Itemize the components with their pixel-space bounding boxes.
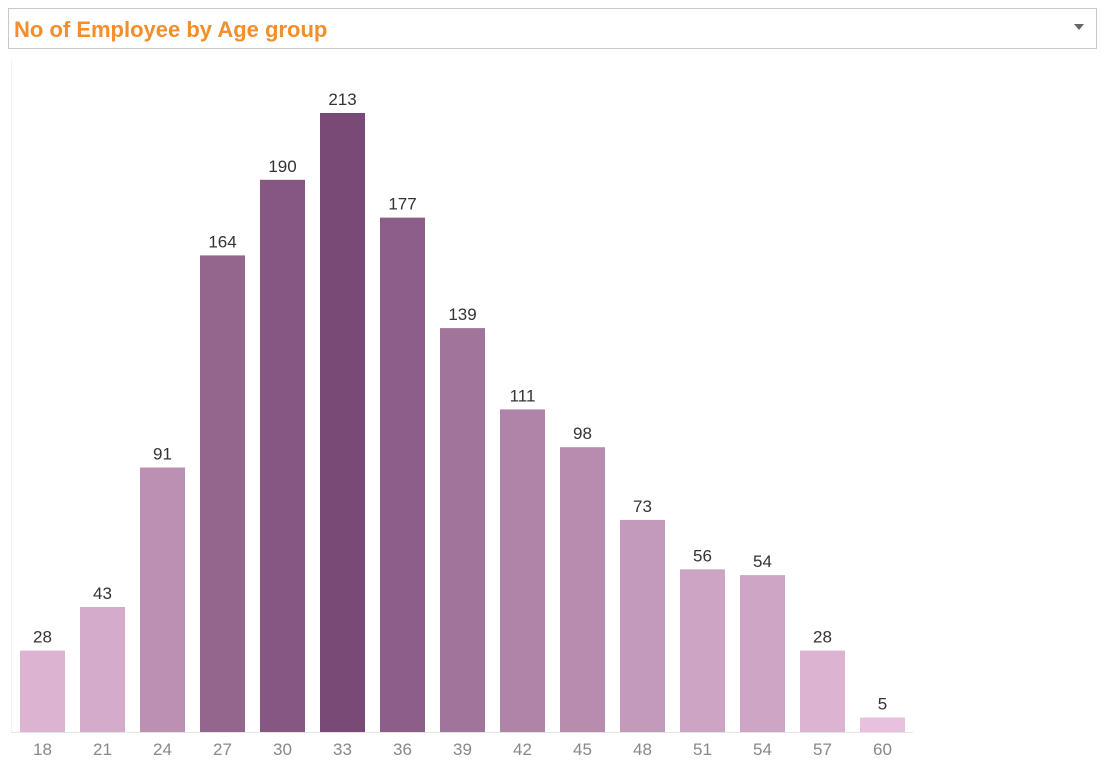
value-label-age-39: 139 [448,305,476,324]
value-label-age-24: 91 [153,445,172,464]
value-label-age-27: 164 [208,232,236,251]
value-label-age-57: 28 [813,628,832,647]
title-bar: No of Employee by Age group [8,8,1097,49]
x-tick-label-33: 33 [333,740,352,759]
value-label-age-51: 56 [693,546,712,565]
x-tick-label-60: 60 [873,740,892,759]
bar-age-48[interactable] [620,519,665,732]
bar-age-18[interactable] [20,650,65,732]
value-label-age-45: 98 [573,424,592,443]
x-tick-label-54: 54 [753,740,772,759]
bar-age-60[interactable] [860,717,905,733]
bar-age-45[interactable] [560,447,605,732]
x-tick-label-30: 30 [273,740,292,759]
value-label-age-21: 43 [93,584,112,603]
value-label-age-42: 111 [510,386,536,405]
bar-age-33[interactable] [320,113,365,732]
x-tick-label-18: 18 [33,740,52,759]
value-label-age-60: 5 [878,695,887,714]
bar-age-21[interactable] [80,607,125,732]
value-label-age-33: 213 [328,90,356,109]
bar-age-57[interactable] [800,650,845,732]
x-tick-label-24: 24 [153,740,172,759]
x-tick-label-51: 51 [693,740,712,759]
value-label-age-36: 177 [388,195,416,214]
bar-age-42[interactable] [500,409,545,732]
bar-age-30[interactable] [260,179,305,733]
x-tick-label-45: 45 [573,740,592,759]
chart-title: No of Employee by Age group [14,17,328,42]
x-tick-label-36: 36 [393,740,412,759]
bars-group [20,113,905,733]
bar-age-27[interactable] [200,255,245,732]
bar-age-51[interactable] [680,569,725,732]
x-tick-label-21: 21 [93,740,112,759]
value-label-age-48: 73 [633,497,652,516]
x-tick-label-27: 27 [213,740,232,759]
value-label-age-54: 54 [753,552,772,571]
bar-age-54[interactable] [740,575,785,732]
value-label-age-18: 28 [33,628,52,647]
bar-age-36[interactable] [380,217,425,733]
x-tick-labels-group: 18 21 24 27 30 33 36 39 42 45 48 51 54 57 60 [33,740,892,759]
bar-age-39[interactable] [440,328,485,732]
value-label-age-30: 190 [268,157,296,176]
x-tick-label-42: 42 [513,740,532,759]
bar-age-24[interactable] [140,467,185,733]
x-tick-label-39: 39 [453,740,472,759]
dropdown-arrow-icon[interactable] [1074,24,1084,30]
x-tick-label-57: 57 [813,740,832,759]
value-labels-group: 28 43 91 164 190 213 177 139 111 98 73 56 54 28 5 [33,90,887,714]
x-tick-label-48: 48 [633,740,652,759]
plot-area-border [11,60,12,732]
